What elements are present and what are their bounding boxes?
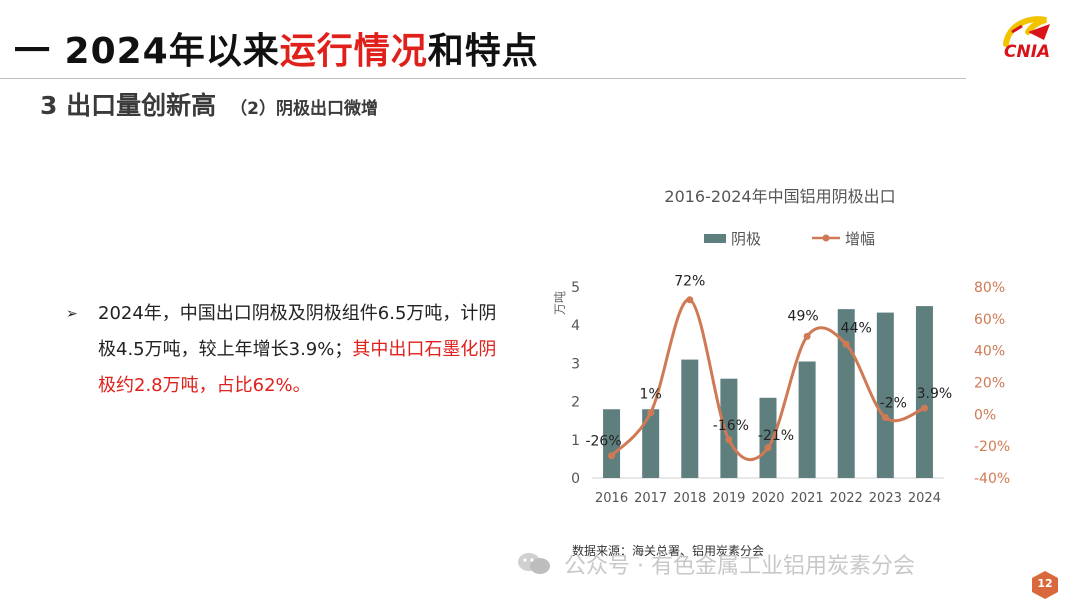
growth-point-2021 [803, 332, 811, 340]
section-subheading: （2）阴极出口微增 [230, 99, 378, 119]
y2-tick-label: 40% [974, 344, 1005, 360]
title-highlight: 运行情况 [279, 31, 428, 72]
page-number: 12 [1037, 577, 1053, 590]
section-title: 3 出口量创新高 （2）阴极出口微增 [40, 86, 378, 122]
growth-point-2019 [725, 436, 733, 444]
legend-marker-line [822, 234, 830, 242]
growth-point-2023 [881, 414, 889, 422]
bar-2023 [876, 312, 894, 478]
bar-2018 [681, 359, 699, 478]
bar-2016 [603, 409, 621, 478]
x-tick-label: 2023 [869, 491, 902, 506]
y-tick-label: 1 [571, 433, 580, 449]
y2-tick-label: 60% [974, 312, 1005, 328]
cnia-logo [1003, 16, 1050, 47]
chart-source: 数据来源：海关总署、铝用炭素分会 [572, 543, 764, 558]
legend-label-line: 增幅 [845, 230, 875, 248]
legend-swatch-bar [704, 234, 726, 243]
y-tick-label: 4 [571, 318, 580, 334]
bar-2017 [642, 409, 660, 478]
x-tick-label: 2024 [908, 491, 941, 506]
bar-2024 [915, 306, 933, 478]
page-number-badge [1032, 571, 1058, 599]
y-tick-label: 3 [571, 356, 580, 372]
growth-label-2024: 3.9% [917, 386, 953, 402]
bar-2021 [798, 361, 816, 478]
logo-text: CNIA [1004, 42, 1051, 62]
x-tick-label: 2020 [751, 491, 784, 506]
x-tick-label: 2018 [673, 491, 706, 506]
y2-tick-label: -40% [974, 471, 1010, 487]
growth-point-2017 [647, 409, 655, 417]
growth-line [610, 298, 926, 461]
y-tick-label: 2 [571, 395, 580, 411]
x-tick-label: 2021 [791, 491, 824, 506]
y-tick-label: 0 [571, 471, 580, 487]
growth-label-2017: 1% [640, 387, 662, 403]
bullet-text-black: 2024年，中国出口阴极及阴极组件6.5万吨，计阴极4.5万吨，较上年增长3.9… [98, 303, 497, 360]
bar-2020 [759, 397, 777, 478]
y2-tick-label: 80% [974, 280, 1005, 296]
x-tick-label: 2017 [634, 491, 667, 506]
growth-label-2016: -26% [585, 434, 621, 450]
growth-label-2022: 44% [841, 320, 872, 336]
y2-tick-label: 0% [974, 407, 996, 423]
growth-point-2016 [608, 452, 616, 460]
title-prefix: 一 2024年以来 [14, 31, 280, 72]
growth-point-2020 [764, 444, 772, 452]
chart-title: 2016-2024年中国铝用阴极出口 [664, 187, 895, 206]
legend-label-bar: 阴极 [731, 230, 761, 248]
x-tick-label: 2022 [830, 491, 863, 506]
wechat-icon [518, 553, 550, 574]
bar-2019 [720, 378, 738, 478]
growth-label-2018: 72% [674, 274, 705, 290]
growth-point-2022 [842, 340, 850, 348]
growth-point-2018 [686, 296, 694, 304]
watermark-text: 公众号 · 有色金属工业铝用炭素分会 [564, 554, 915, 579]
growth-label-2020: -21% [758, 428, 794, 444]
growth-label-2023: -2% [880, 396, 907, 412]
bullet-item: ➢ 2024年，中国出口阴极及阴极组件6.5万吨，计阴极4.5万吨，较上年增长3… [66, 296, 506, 404]
y2-tick-label: 20% [974, 376, 1005, 392]
growth-point-2024 [920, 404, 928, 412]
title-divider [0, 78, 966, 79]
growth-label-2021: 49% [788, 308, 819, 324]
x-tick-label: 2016 [595, 491, 628, 506]
title-suffix: 和特点 [427, 31, 539, 72]
y-axis-unit: 万吨 [553, 291, 567, 315]
bullet-text: 2024年，中国出口阴极及阴极组件6.5万吨，计阴极4.5万吨，较上年增长3.9… [98, 296, 506, 404]
y-tick-label: 5 [571, 280, 580, 296]
x-tick-label: 2019 [712, 491, 745, 506]
bullet-text-red: 其中出口石墨化阴极约2.8万吨，占比62%。 [98, 339, 497, 396]
bullet-arrow-icon: ➢ [66, 306, 78, 322]
y2-tick-label: -20% [974, 439, 1010, 455]
section-heading: 3 出口量创新高 [40, 91, 217, 120]
page-title: 一 2024年以来运行情况和特点 [14, 22, 539, 74]
growth-label-2019: -16% [713, 418, 749, 434]
